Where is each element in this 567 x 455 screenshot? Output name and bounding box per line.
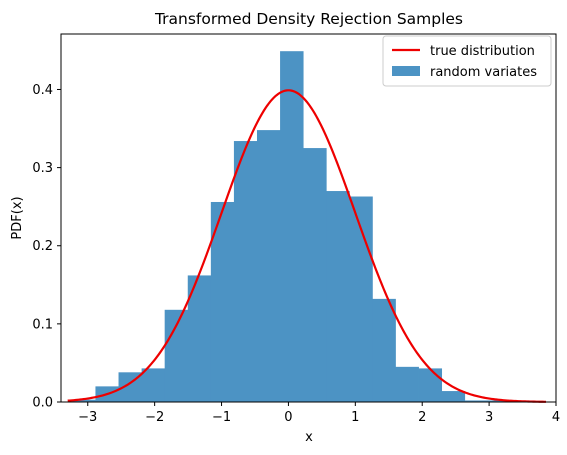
legend-label-random-variates: random variates (430, 65, 537, 80)
histogram-bar (303, 148, 327, 402)
plot-frame (60, 33, 557, 403)
histogram-bar (210, 201, 235, 402)
legend: true distribution random variates (382, 35, 552, 87)
histogram-bar (141, 368, 166, 402)
x-tick-label: 1 (351, 410, 359, 425)
histogram-bar (441, 391, 466, 402)
y-tick-label: 0.3 (32, 161, 53, 176)
x-tick-label: 3 (485, 410, 493, 425)
histogram-bar (395, 366, 419, 402)
histogram-bar (72, 399, 96, 402)
x-tick-label: 4 (552, 410, 560, 425)
x-tick-label: −2 (145, 410, 164, 425)
y-axis-ticks: 0.0 0.1 0.2 0.3 0.4 (32, 83, 61, 411)
legend-label-true-distribution: true distribution (430, 44, 535, 59)
histogram-bar (418, 368, 443, 402)
y-tick-label: 0.4 (32, 83, 53, 98)
y-tick-label: 0.0 (32, 396, 53, 411)
histogram-bar (372, 298, 396, 402)
x-axis-ticks: −3 −2 −1 0 1 2 3 4 (78, 402, 560, 425)
x-tick-label: 0 (284, 410, 292, 425)
histogram-bars (72, 51, 535, 403)
histogram-bar (326, 191, 350, 402)
histogram-bar (164, 309, 189, 402)
x-axis-label: x (305, 430, 313, 445)
y-tick-label: 0.2 (32, 239, 53, 254)
x-tick-label: 2 (418, 410, 426, 425)
true-distribution-curve (67, 89, 546, 403)
chart-title: Transformed Density Rejection Samples (154, 10, 463, 28)
x-tick-label: −1 (212, 410, 231, 425)
histogram-bar (187, 275, 212, 402)
y-tick-label: 0.1 (32, 317, 53, 332)
legend-patch-swatch (392, 66, 420, 76)
y-axis-label: PDF(x) (10, 196, 25, 239)
histogram-bar (256, 130, 281, 402)
histogram-bar (487, 400, 512, 402)
x-tick-label: −3 (78, 410, 97, 425)
histogram-bar (233, 141, 258, 403)
histogram-bar (280, 51, 304, 402)
legend-box (382, 35, 552, 87)
histogram-bar (464, 400, 489, 402)
